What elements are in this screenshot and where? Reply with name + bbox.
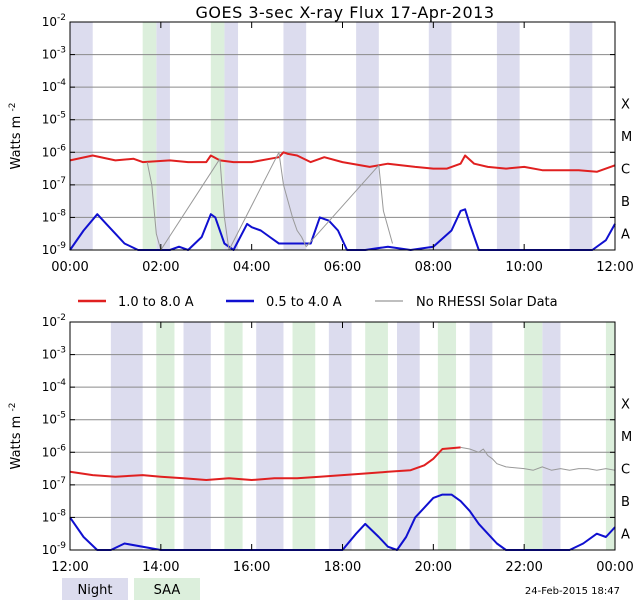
night-band xyxy=(356,22,379,250)
saa-band xyxy=(365,322,388,550)
y-tick-label: 10-7 xyxy=(42,176,66,192)
chart-title: GOES 3-sec X-ray Flux 17-Apr-2013 xyxy=(195,3,494,22)
series-line xyxy=(146,151,393,251)
y-tick-label: 10-5 xyxy=(42,111,66,127)
footer-legend: Night SAA 24-Feb-2015 18:47 xyxy=(62,578,620,600)
y-tick-label: 10-9 xyxy=(42,541,67,557)
flare-class-label: B xyxy=(621,195,630,210)
y-tick-label: 10-7 xyxy=(42,476,66,492)
legend-label-short: 0.5 to 4.0 A xyxy=(266,295,342,310)
flare-class-label: X xyxy=(621,97,630,112)
saa-label: SAA xyxy=(154,583,181,598)
x-tick-label: 14:00 xyxy=(142,560,179,575)
night-swatch xyxy=(62,578,128,600)
x-tick-label: 12:00 xyxy=(51,560,88,575)
flux-panel-00-12: 00:00 02:00 04:00 06:00 08:00 10:00 12:00 10-9 1… xyxy=(8,13,634,275)
x-tick-label: 22:00 xyxy=(505,560,542,575)
series-line xyxy=(460,446,616,471)
y-tick-label: 10-2 xyxy=(42,313,66,329)
saa-band xyxy=(605,322,615,550)
night-band xyxy=(569,22,593,250)
night-band xyxy=(156,22,170,250)
y-tick-label: 10-8 xyxy=(42,508,67,524)
y-tick-label: 10-2 xyxy=(42,13,66,29)
legend: 1.0 to 8.0 A 0.5 to 4.0 A No RHESSI Sola… xyxy=(78,295,558,310)
x-tick-label: 12:00 xyxy=(596,260,633,275)
saa-band xyxy=(210,22,225,250)
y-tick-label: 10-4 xyxy=(42,378,67,394)
x-tick-label: 02:00 xyxy=(142,260,179,275)
night-band xyxy=(469,322,493,550)
x-tick-label: 00:00 xyxy=(51,260,88,275)
night-band xyxy=(283,22,307,250)
x-tick-label: 06:00 xyxy=(324,260,361,275)
series-line xyxy=(69,151,616,173)
x-tick-label: 00:00 xyxy=(596,560,633,575)
flare-class-label: A xyxy=(621,528,630,543)
saa-band xyxy=(437,322,457,550)
y-tick-label: 10-8 xyxy=(42,208,67,224)
y-axis-label: Watts m -2 xyxy=(8,403,24,470)
night-band xyxy=(70,22,93,250)
y-tick-label: 10-3 xyxy=(42,346,66,362)
night-band xyxy=(428,22,452,250)
legend-label-long: 1.0 to 8.0 A xyxy=(118,295,194,310)
night-band xyxy=(328,322,352,550)
y-tick-label: 10-9 xyxy=(42,241,67,257)
saa-band xyxy=(292,322,316,550)
y-tick-label: 10-6 xyxy=(42,443,67,459)
saa-band xyxy=(156,322,175,550)
flare-class-label: C xyxy=(621,163,630,178)
night-band xyxy=(397,322,420,550)
x-tick-label: 18:00 xyxy=(324,560,361,575)
night-band xyxy=(183,322,211,550)
y-tick-label: 10-6 xyxy=(42,143,67,159)
flare-class-label: C xyxy=(621,463,630,478)
footer-timestamp: 24-Feb-2015 18:47 xyxy=(525,586,620,597)
saa-band xyxy=(524,322,543,550)
night-band xyxy=(496,22,520,250)
night-band xyxy=(110,322,143,550)
night-label: Night xyxy=(78,583,113,598)
flare-class-label: M xyxy=(621,430,632,445)
saa-band xyxy=(224,322,243,550)
flare-class-label: M xyxy=(621,130,632,145)
flare-class-label: X xyxy=(621,397,630,412)
y-tick-label: 10-5 xyxy=(42,411,66,427)
y-tick-label: 10-4 xyxy=(42,78,67,94)
x-tick-label: 08:00 xyxy=(415,260,452,275)
x-tick-label: 20:00 xyxy=(415,560,452,575)
x-tick-label: 16:00 xyxy=(233,560,270,575)
flare-class-label: B xyxy=(621,495,630,510)
night-band xyxy=(542,322,561,550)
x-tick-label: 10:00 xyxy=(505,260,542,275)
saa-swatch xyxy=(134,578,200,600)
legend-label-rhessi: No RHESSI Solar Data xyxy=(416,295,558,310)
flux-panel-12-24: 12:00 14:00 16:00 18:00 20:00 22:00 00:00 10-9 1… xyxy=(8,313,634,575)
night-band xyxy=(256,322,284,550)
series-line xyxy=(69,446,461,481)
flare-class-label: A xyxy=(621,228,630,243)
y-axis-label: Watts m -2 xyxy=(8,103,24,170)
y-tick-label: 10-3 xyxy=(42,46,66,62)
night-band xyxy=(224,22,239,250)
x-tick-label: 04:00 xyxy=(233,260,270,275)
